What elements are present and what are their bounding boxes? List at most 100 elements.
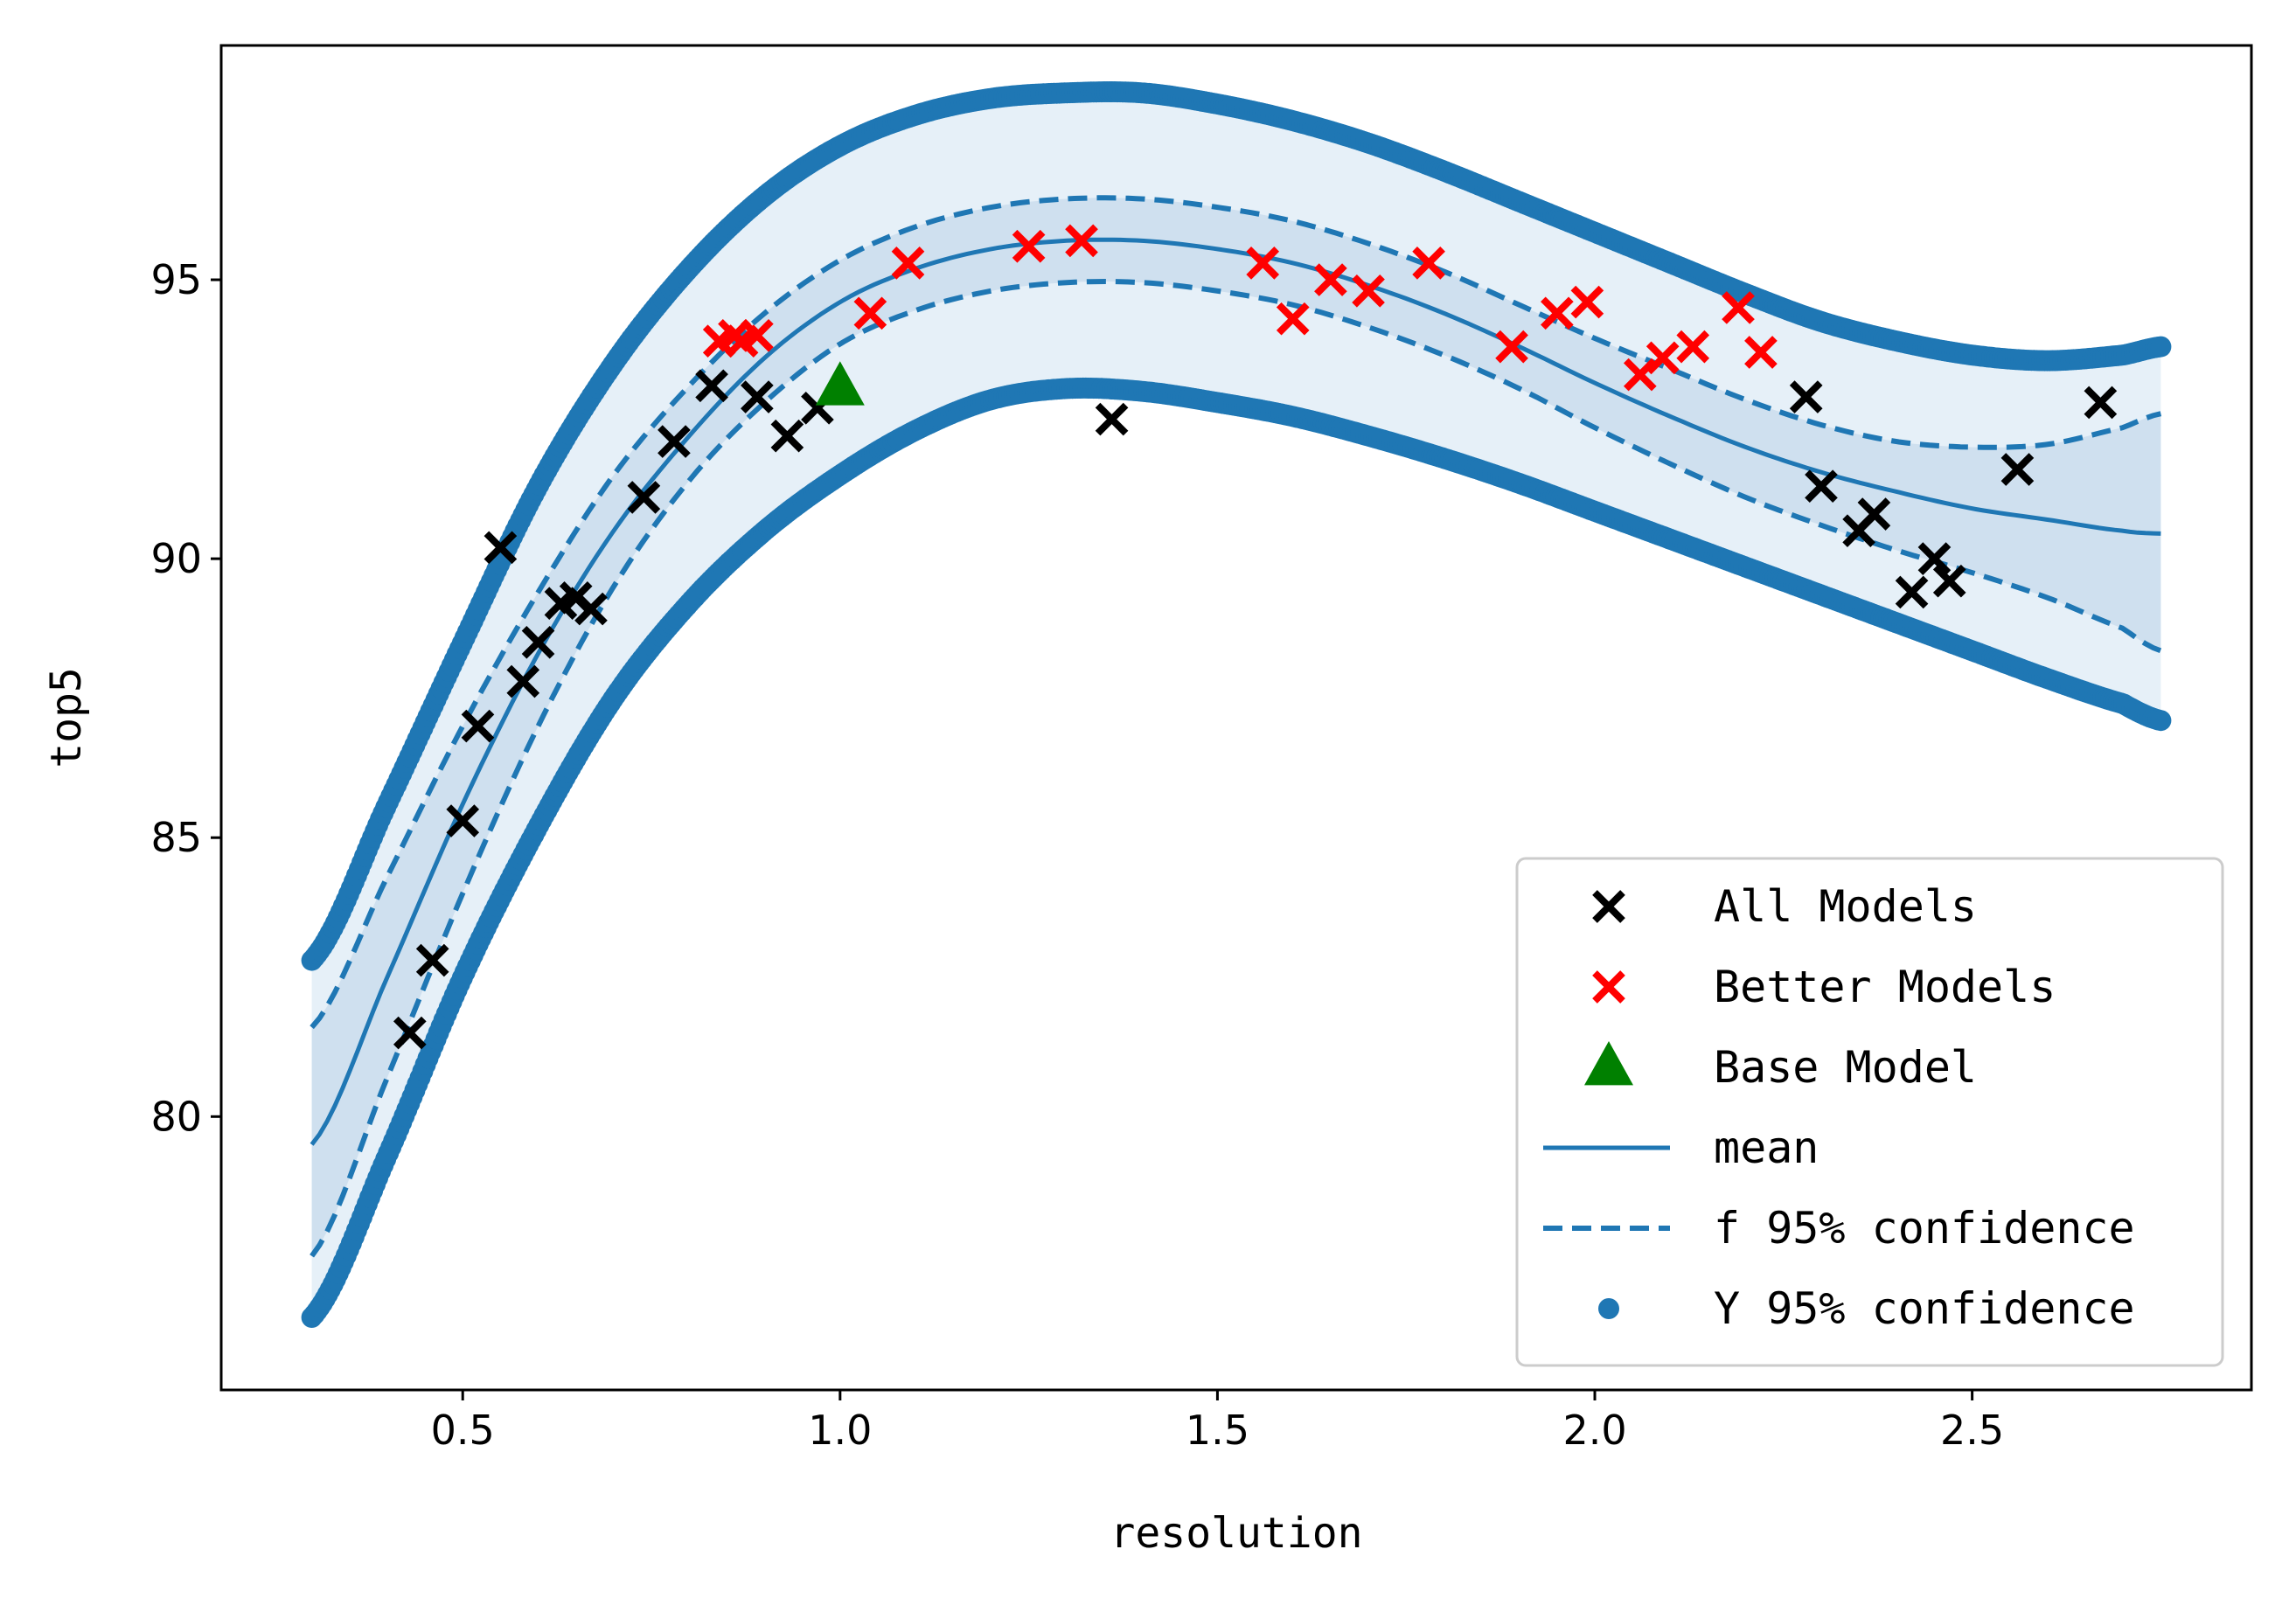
- axes-frame: [219, 44, 2253, 1392]
- all-models-marker-stroke: [657, 425, 691, 458]
- better-models-marker-stroke: [1065, 224, 1098, 258]
- better-models-marker-stroke: [853, 296, 887, 330]
- all-models-marker-stroke: [574, 592, 608, 626]
- all-models-marker-stroke: [506, 664, 540, 698]
- better-models-marker: [1676, 330, 1710, 364]
- better-models-marker-stroke: [1744, 336, 1778, 369]
- legend-all-marker-stroke: [1592, 890, 1625, 923]
- better-models-marker: [1246, 247, 1280, 280]
- markers: [393, 224, 2118, 1050]
- better-models-marker-stroke: [1276, 302, 1310, 336]
- legend-base-marker: [1584, 1041, 1633, 1086]
- legend-label-base: Base Model: [1714, 1042, 1977, 1093]
- better-models-marker-stroke: [1541, 296, 1574, 330]
- better-models-marker-stroke: [1676, 330, 1710, 364]
- x-tick-label: 1.5: [1186, 1407, 1249, 1454]
- x-axis: 0.5 1.0 1.5 2.0 2.5: [431, 1390, 2004, 1454]
- legend-label-mean: mean: [1714, 1122, 1819, 1173]
- better-models-marker-stroke: [1495, 330, 1528, 364]
- better-models-marker: [891, 247, 925, 280]
- legend-y95-dot: [1598, 1298, 1619, 1319]
- all-models-marker: [770, 419, 804, 453]
- all-models-marker: [574, 592, 608, 626]
- f-upper-line: [310, 195, 2162, 1030]
- better-models-marker: [1012, 229, 1046, 263]
- x-axis-title: resolution: [1110, 1509, 1363, 1558]
- all-models-marker-stroke: [484, 531, 518, 565]
- all-models-marker-stroke: [1789, 380, 1823, 413]
- legend-label-better: Better Models: [1714, 962, 2056, 1012]
- better-models-marker-stroke: [741, 319, 774, 352]
- better-models-marker: [853, 296, 887, 330]
- all-models-marker-stroke: [2084, 386, 2118, 420]
- all-models-marker-stroke: [521, 626, 555, 659]
- better-models-marker: [1314, 263, 1347, 296]
- better-models-marker-stroke: [1645, 341, 1680, 375]
- all-models-marker: [506, 664, 540, 698]
- all-models-marker: [1932, 564, 1966, 598]
- all-models-marker: [657, 425, 691, 458]
- f-confidence-band: [311, 198, 2161, 1256]
- better-models-marker: [1744, 336, 1778, 369]
- x-tick-label: 2.5: [1940, 1407, 2004, 1454]
- all-models-marker-stroke: [741, 380, 774, 413]
- all-models-marker: [741, 380, 774, 413]
- all-models-marker: [1917, 542, 1952, 575]
- all-models-marker: [446, 804, 480, 837]
- all-models-marker: [1857, 497, 1891, 531]
- y-tick-label: 90: [150, 535, 202, 582]
- legend-better-marker: [1592, 970, 1625, 1004]
- x-tick-label: 0.5: [431, 1407, 495, 1454]
- legend-label-f95: f 95% confidence: [1714, 1203, 2135, 1254]
- all-models-marker-stroke: [1805, 469, 1838, 503]
- all-models-marker-stroke: [1917, 542, 1952, 575]
- all-models-marker: [1895, 575, 1929, 609]
- all-models-marker: [627, 481, 661, 514]
- y-tick-label: 80: [150, 1093, 202, 1140]
- better-models-marker-stroke: [1412, 247, 1445, 280]
- y-axis-title: top5: [42, 667, 91, 768]
- better-models-marker-stroke: [1623, 358, 1657, 392]
- y-confidence-dots: [301, 81, 2172, 1328]
- all-models-marker: [1805, 469, 1838, 503]
- all-models-marker: [521, 626, 555, 659]
- legend-better-marker-stroke: [1592, 970, 1625, 1004]
- x-tick-label: 2.0: [1562, 1407, 1626, 1454]
- all-models-marker: [415, 943, 449, 977]
- legend-all-marker: [1592, 890, 1625, 923]
- all-models-marker: [2084, 386, 2118, 420]
- legend-label-all: All Models: [1714, 881, 1977, 932]
- better-models-marker: [1276, 302, 1310, 336]
- all-models-marker-stroke: [1095, 402, 1129, 436]
- better-models-marker-stroke: [1352, 274, 1385, 308]
- better-models-marker: [1495, 330, 1528, 364]
- better-models-marker: [1412, 247, 1445, 280]
- y-upper-dot: [2150, 336, 2172, 358]
- base-model-marker: [815, 361, 865, 406]
- mean-line: [310, 237, 2161, 1146]
- better-models-marker-stroke: [1246, 247, 1280, 280]
- all-models-marker: [695, 369, 728, 403]
- better-models-marker-stroke: [1012, 229, 1046, 263]
- y-tick-label: 85: [150, 814, 202, 861]
- all-models-marker-stroke: [1895, 575, 1929, 609]
- all-models-marker-stroke: [2000, 453, 2035, 486]
- all-models-marker-stroke: [461, 709, 495, 743]
- all-models-marker: [393, 1016, 427, 1050]
- plot-area: [301, 81, 2172, 1328]
- all-models-marker: [1095, 402, 1129, 436]
- better-models-marker: [1645, 341, 1680, 375]
- better-models-marker: [1065, 224, 1098, 258]
- all-models-marker-stroke: [393, 1016, 427, 1050]
- better-models-marker-stroke: [1314, 263, 1347, 296]
- better-models-marker: [741, 319, 774, 352]
- better-models-marker: [1352, 274, 1385, 308]
- all-models-marker: [1789, 380, 1823, 413]
- better-models-marker: [1722, 291, 1755, 324]
- legend-label-y95: Y 95% confidence: [1714, 1283, 2135, 1334]
- all-models-marker-stroke: [770, 419, 804, 453]
- y-lower-dot: [2150, 710, 2172, 732]
- better-models-marker-stroke: [891, 247, 925, 280]
- y-tick-label: 95: [150, 256, 202, 303]
